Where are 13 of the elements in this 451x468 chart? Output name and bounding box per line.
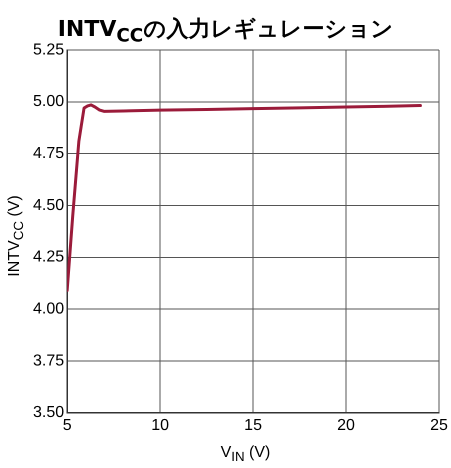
x-tick-label: 25 bbox=[430, 416, 448, 434]
x-tick-label: 10 bbox=[151, 416, 170, 434]
x-tick-label: 5 bbox=[62, 416, 72, 434]
y-tick-label: 4.00 bbox=[33, 300, 64, 318]
x-axis-title: V$_{IN}$ (V) bbox=[220, 444, 272, 464]
y-tick-label: 5.00 bbox=[33, 93, 64, 110]
y-tick-label: 4.75 bbox=[33, 145, 64, 162]
y-tick-label: 4.50 bbox=[33, 196, 64, 214]
y-tick-label: 3.50 bbox=[33, 404, 64, 422]
x-tick-label: 20 bbox=[337, 416, 356, 434]
x-tick-label: 15 bbox=[244, 416, 262, 434]
y-tick-label: 4.25 bbox=[33, 248, 64, 266]
y-tick-label: 3.75 bbox=[33, 352, 64, 370]
